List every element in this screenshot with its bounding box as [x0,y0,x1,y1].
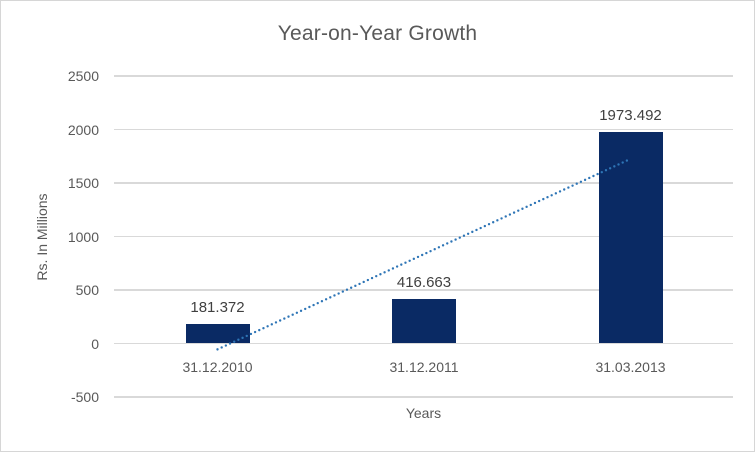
gridline [114,396,733,398]
gridline [114,128,733,131]
bar [598,132,663,344]
x-axis-category-label: 31.12.2011 [389,358,459,375]
bar [185,324,250,344]
bar-data-label: 181.372 [190,299,245,317]
bar-data-label: 416.663 [396,273,452,291]
y-axis-tick-label: 1500 [67,175,99,191]
x-axis-category-label: 31.12.2010 [182,358,253,375]
bar-data-label: 1973.492 [599,107,662,125]
y-axis-tick-label: 1000 [67,228,99,245]
chart-title: Year-on-Year Growth [277,22,478,45]
bar [392,298,456,344]
y-axis-tick-label: -500 [70,389,99,405]
y-axis-tick-label: 2000 [67,121,99,138]
x-axis-category-label: 31.03.2013 [595,358,666,375]
y-axis-tick-label: 0 [91,335,99,352]
x-axis-title: Years [405,405,442,421]
y-axis-tick-label: 500 [75,282,99,298]
y-axis-tick-label: 2500 [67,68,99,84]
gridline [114,75,733,77]
